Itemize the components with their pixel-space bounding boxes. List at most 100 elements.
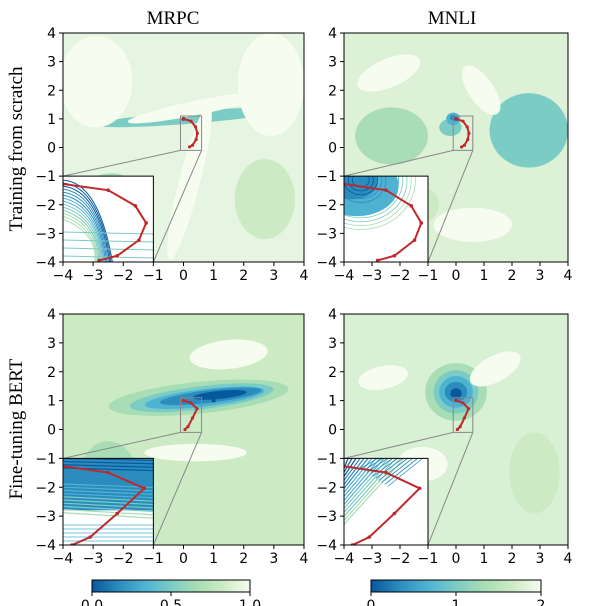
x-tick-label: 4 <box>564 268 573 284</box>
y-tick-label: −3 <box>316 226 337 242</box>
trajectory-point <box>465 125 469 129</box>
loss-contour <box>127 91 270 124</box>
x-tick-label: −3 <box>83 268 104 284</box>
y-tick-label: 0 <box>328 423 337 439</box>
y-tick-label: 4 <box>328 26 337 42</box>
x-tick-label: 1 <box>480 268 489 284</box>
loss-contour <box>167 104 212 260</box>
panel-mrpc-finetune: −4 −3 −2 −1 0 1 2 3 4 −4 −3 −2 −1 0 1 2 3 4 <box>35 307 308 567</box>
colorbar-tick-label: 0.0 <box>81 598 103 606</box>
inset-contour <box>63 191 108 262</box>
zoom-box <box>452 115 474 151</box>
inset-contour <box>63 483 154 489</box>
inset-contour <box>63 512 154 519</box>
trajectory-point <box>467 407 471 411</box>
inset-trajectory-point <box>137 238 141 242</box>
inset-connector <box>427 432 474 546</box>
x-tick-label: 3 <box>269 268 278 284</box>
x-tick-label: −2 <box>113 551 134 567</box>
inset-trajectory-point <box>142 486 147 491</box>
loss-contour <box>509 432 560 514</box>
x-tick-label: 0 <box>179 551 188 567</box>
inset-contour <box>363 458 383 471</box>
inset-trajectory-point <box>384 188 388 192</box>
inset-contour <box>344 176 378 196</box>
y-tick-label: 2 <box>328 365 337 381</box>
zoom-box <box>179 115 203 151</box>
inset-trajectory-point <box>375 258 380 262</box>
trajectory-point <box>190 143 195 147</box>
loss-contour <box>461 65 501 115</box>
loss-contour <box>469 351 521 387</box>
x-tick-label: 2 <box>508 551 517 567</box>
x-tick-label: 3 <box>269 551 278 567</box>
loss-contour <box>144 443 247 462</box>
loss-contour <box>433 207 512 242</box>
y-tick-label: −4 <box>35 538 56 554</box>
inset-contour <box>63 499 154 506</box>
x-tick-label: −3 <box>83 551 104 567</box>
inset-contour <box>344 458 365 485</box>
x-tick-label: −2 <box>390 551 411 567</box>
trajectory-point <box>462 416 466 420</box>
inset-connector <box>152 150 203 263</box>
inset-trajectory-point <box>115 253 120 258</box>
inset-contour <box>344 458 381 501</box>
x-tick-label: −4 <box>53 551 74 567</box>
x-tick-label: 2 <box>239 551 248 567</box>
inset-contour <box>344 458 369 489</box>
inset-connector <box>62 431 181 459</box>
loss-contour <box>234 158 295 240</box>
inset-trajectory-point <box>144 221 148 225</box>
y-tick-label: 0 <box>328 141 337 157</box>
inset-contour <box>63 476 154 482</box>
inset-connector <box>427 150 474 263</box>
colorbar-gradient <box>370 579 542 593</box>
inset-contour <box>344 176 391 207</box>
trajectory-point <box>467 131 471 135</box>
x-tick-label: 2 <box>239 268 248 284</box>
inset-contour <box>344 176 412 227</box>
inset-trajectory <box>344 465 422 545</box>
x-tick-label: −2 <box>113 268 134 284</box>
x-tick-label: 0 <box>452 268 461 284</box>
x-tick-label: 3 <box>536 551 545 567</box>
inset-contour <box>344 458 393 513</box>
trajectory-point <box>186 425 190 429</box>
y-tick-label: −2 <box>35 480 56 496</box>
colorbar-tick-label: 0 <box>367 598 376 606</box>
colorbar-mrpc: 0.0 0.5 1.0 <box>81 579 261 606</box>
trajectory-point <box>460 145 464 149</box>
inset-contour <box>63 247 154 251</box>
inset-trajectory-point <box>97 258 101 262</box>
trajectory-point <box>183 427 187 432</box>
inset-contour <box>344 458 385 505</box>
inset-contour <box>63 194 106 262</box>
x-tick-label: −1 <box>143 551 164 567</box>
inset-trajectory-point <box>367 535 372 539</box>
colorbar-mnli: 0 1 2 <box>367 579 545 606</box>
x-tick-label: 0 <box>452 551 461 567</box>
inset-contour <box>344 176 395 211</box>
trajectory-point <box>466 137 470 142</box>
y-tick-label: −2 <box>316 198 337 214</box>
trajectory-point <box>461 401 465 405</box>
inset-contour <box>63 496 154 502</box>
inset-contour <box>63 255 154 259</box>
inset-contour <box>63 179 113 262</box>
loss-contour <box>189 339 268 370</box>
x-tick-label: −1 <box>418 551 439 567</box>
y-tick-label: 3 <box>47 55 56 71</box>
y-tick-label: 3 <box>328 336 337 352</box>
y-tick-label: −1 <box>316 451 337 467</box>
y-tick-label: −3 <box>35 509 56 525</box>
loss-contour <box>357 54 421 92</box>
y-tick-label: 4 <box>328 307 337 323</box>
inset-trajectory-point <box>419 221 424 225</box>
column-title-mnli: MNLI <box>428 8 477 29</box>
inset-contour <box>344 458 405 525</box>
inset-connector <box>343 431 454 459</box>
inset-contour <box>63 188 109 262</box>
zoom-box <box>452 397 474 433</box>
y-tick-label: 1 <box>328 112 337 128</box>
